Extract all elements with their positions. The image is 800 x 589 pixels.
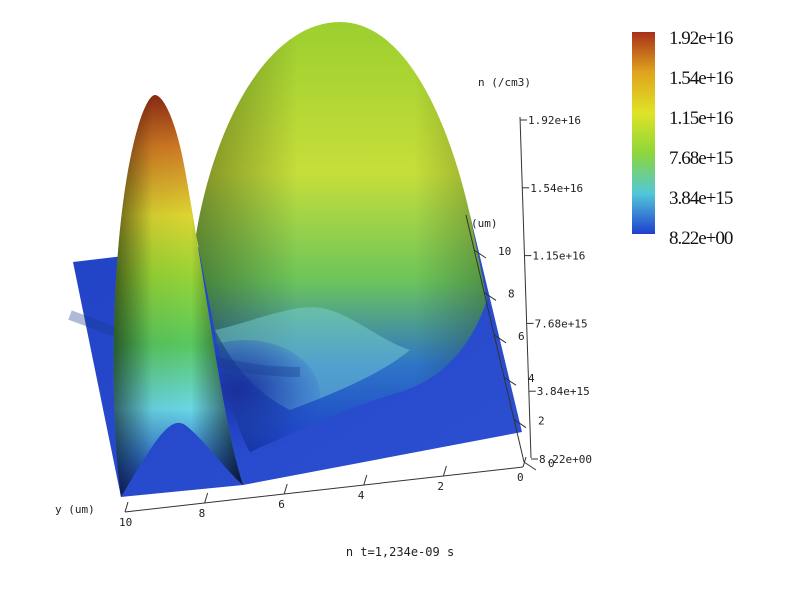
x-tick-label: 2	[538, 415, 545, 428]
x-tick-mark	[483, 291, 497, 301]
x-tick-mark	[503, 376, 517, 386]
y-tick-mark	[363, 474, 368, 486]
z-tick-label: 1.15e+16	[532, 250, 585, 263]
y-axis-title: y (um)	[55, 503, 95, 516]
colorbar-gradient	[632, 32, 655, 234]
x-tick-mark	[513, 419, 527, 429]
y-tick-label: 0	[517, 471, 524, 484]
z-tick-label: 7.68e+15	[535, 317, 588, 330]
y-tick-label: 2	[437, 480, 444, 493]
x-tick-label: 4	[528, 372, 535, 385]
x-tick-label: 10	[498, 245, 511, 258]
z-tick-label: 1.92e+16	[528, 114, 581, 127]
x-tick-label: 8	[508, 287, 515, 300]
colorbar-label: 7.68e+15	[669, 148, 733, 169]
z-tick-label: 8.22e+00	[539, 453, 592, 466]
y-tick-label: 6	[278, 498, 285, 511]
y-tick-label: 8	[199, 507, 206, 520]
colorbar-label: 8.22e+00	[669, 228, 733, 249]
colorbar: 1.92e+16 1.54e+16 1.15e+16 7.68e+15 3.84e+15…	[632, 28, 734, 249]
x-tick-mark	[473, 249, 487, 259]
chart-title: n t=1,234e-09 s	[345, 545, 455, 559]
x-axis-title: (um)	[471, 217, 498, 230]
z-tick-label: 1.54e+16	[530, 182, 583, 195]
y-tick-label: 4	[358, 489, 365, 502]
colorbar-label: 3.84e+15	[669, 188, 733, 209]
z-axis: 1.92e+16 1.54e+16 1.15e+16 7.68e+15 3.84e+15…	[478, 76, 592, 466]
colorbar-label: 1.92e+16	[669, 28, 733, 49]
colorbar-label: 1.15e+16	[669, 108, 733, 129]
x-axis: 10 8 6 4 2 0 (um)	[465, 214, 555, 471]
z-axis-title: n (/cm3)	[478, 76, 531, 89]
y-axis: 10 8 6 4 2 0 y (um)	[55, 456, 527, 529]
x-tick-mark	[523, 461, 537, 471]
y-tick-mark	[124, 501, 129, 513]
z-tick-label: 3.84e+15	[537, 385, 590, 398]
y-tick-mark	[204, 492, 209, 504]
x-tick-label: 6	[518, 330, 525, 343]
y-tick-mark	[522, 456, 527, 468]
y-tick-mark	[442, 465, 447, 477]
y-tick-mark	[283, 483, 288, 495]
surface-narrow-peak-shading	[113, 95, 243, 497]
x-tick-mark	[493, 334, 507, 344]
x-tick-label: 0	[548, 457, 555, 470]
colorbar-label: 1.54e+16	[669, 68, 733, 89]
y-tick-label: 10	[119, 516, 132, 529]
